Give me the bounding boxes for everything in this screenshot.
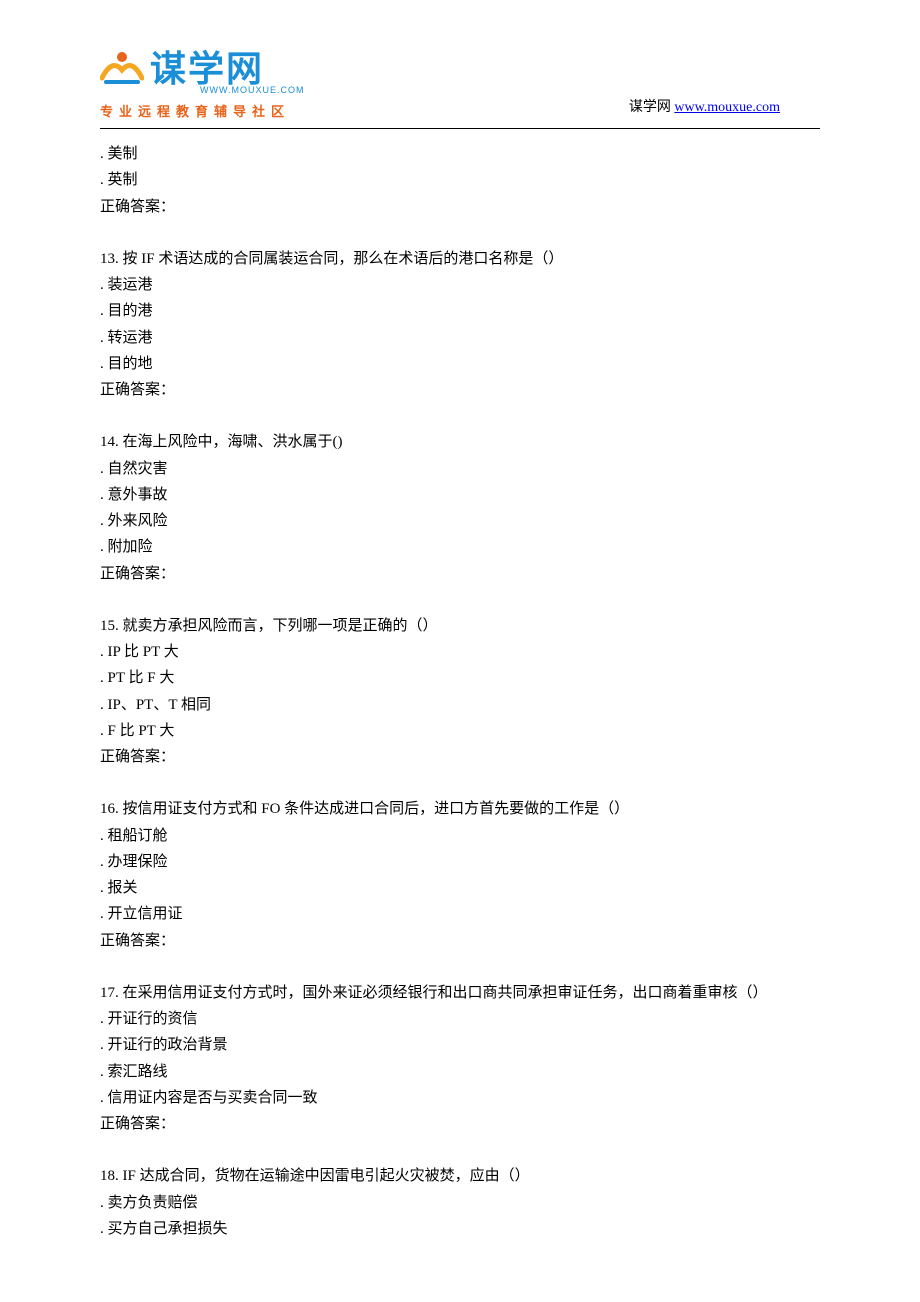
logo-block: 谋学网 WWW.MOUXUE.COM 专业远程教育辅导社区: [100, 50, 305, 120]
question-stem: 13. 按 IF 术语达成的合同属装运合同，那么在术语后的港口名称是（）: [100, 246, 820, 272]
answer-label: 正确答案：: [100, 194, 820, 220]
option: 卖方负责赔偿: [100, 1190, 820, 1216]
option: 目的港: [100, 298, 820, 324]
option: IP 比 PT 大: [100, 639, 820, 665]
option: 目的地: [100, 351, 820, 377]
option: 开证行的资信: [100, 1006, 820, 1032]
question-stem: 18. IF 达成合同，货物在运输途中因雷电引起火灾被焚，应由（）: [100, 1163, 820, 1189]
question-stem: 15. 就卖方承担风险而言，下列哪一项是正确的（）: [100, 613, 820, 639]
option: 外来风险: [100, 508, 820, 534]
option: 索汇路线: [100, 1059, 820, 1085]
page-header: 谋学网 WWW.MOUXUE.COM 专业远程教育辅导社区 谋学网 www.mo…: [100, 50, 820, 120]
answer-label: 正确答案：: [100, 377, 820, 403]
option: 美制: [100, 141, 820, 167]
question-stem: 17. 在采用信用证支付方式时，国外来证必须经银行和出口商共同承担审证任务，出口…: [100, 980, 820, 1006]
option: F 比 PT 大: [100, 718, 820, 744]
spacer: [100, 954, 820, 980]
logo-icon: [100, 50, 144, 95]
header-right: 谋学网 www.mouxue.com: [629, 96, 820, 120]
header-link[interactable]: www.mouxue.com: [674, 100, 780, 115]
spacer: [100, 403, 820, 429]
answer-label: 正确答案：: [100, 744, 820, 770]
option: 办理保险: [100, 849, 820, 875]
option: 附加险: [100, 534, 820, 560]
logo-text: 谋学网: [150, 51, 305, 87]
header-right-prefix: 谋学网: [629, 100, 675, 115]
spacer: [100, 220, 820, 246]
answer-label: 正确答案：: [100, 928, 820, 954]
option: 自然灾害: [100, 456, 820, 482]
question-stem: 14. 在海上风险中，海啸、洪水属于(): [100, 429, 820, 455]
option: 租船订舱: [100, 823, 820, 849]
spacer: [100, 587, 820, 613]
header-divider: [100, 128, 820, 129]
answer-label: 正确答案：: [100, 1111, 820, 1137]
answer-label: 正确答案：: [100, 561, 820, 587]
option: 意外事故: [100, 482, 820, 508]
option: 装运港: [100, 272, 820, 298]
question-stem: 16. 按信用证支付方式和 FO 条件达成进口合同后，进口方首先要做的工作是（）: [100, 796, 820, 822]
spacer: [100, 1137, 820, 1163]
option: 报关: [100, 875, 820, 901]
option: 英制: [100, 167, 820, 193]
option: 买方自己承担损失: [100, 1216, 820, 1242]
option: 开立信用证: [100, 901, 820, 927]
logo-tagline: 专业远程教育辅导社区: [100, 101, 305, 120]
logo-url-small: WWW.MOUXUE.COM: [200, 85, 305, 95]
option: 开证行的政治背景: [100, 1032, 820, 1058]
option: PT 比 F 大: [100, 665, 820, 691]
document-content: 美制英制正确答案：13. 按 IF 术语达成的合同属装运合同，那么在术语后的港口…: [100, 141, 820, 1242]
option: 转运港: [100, 325, 820, 351]
option: IP、PT、T 相同: [100, 692, 820, 718]
option: 信用证内容是否与买卖合同一致: [100, 1085, 820, 1111]
spacer: [100, 770, 820, 796]
